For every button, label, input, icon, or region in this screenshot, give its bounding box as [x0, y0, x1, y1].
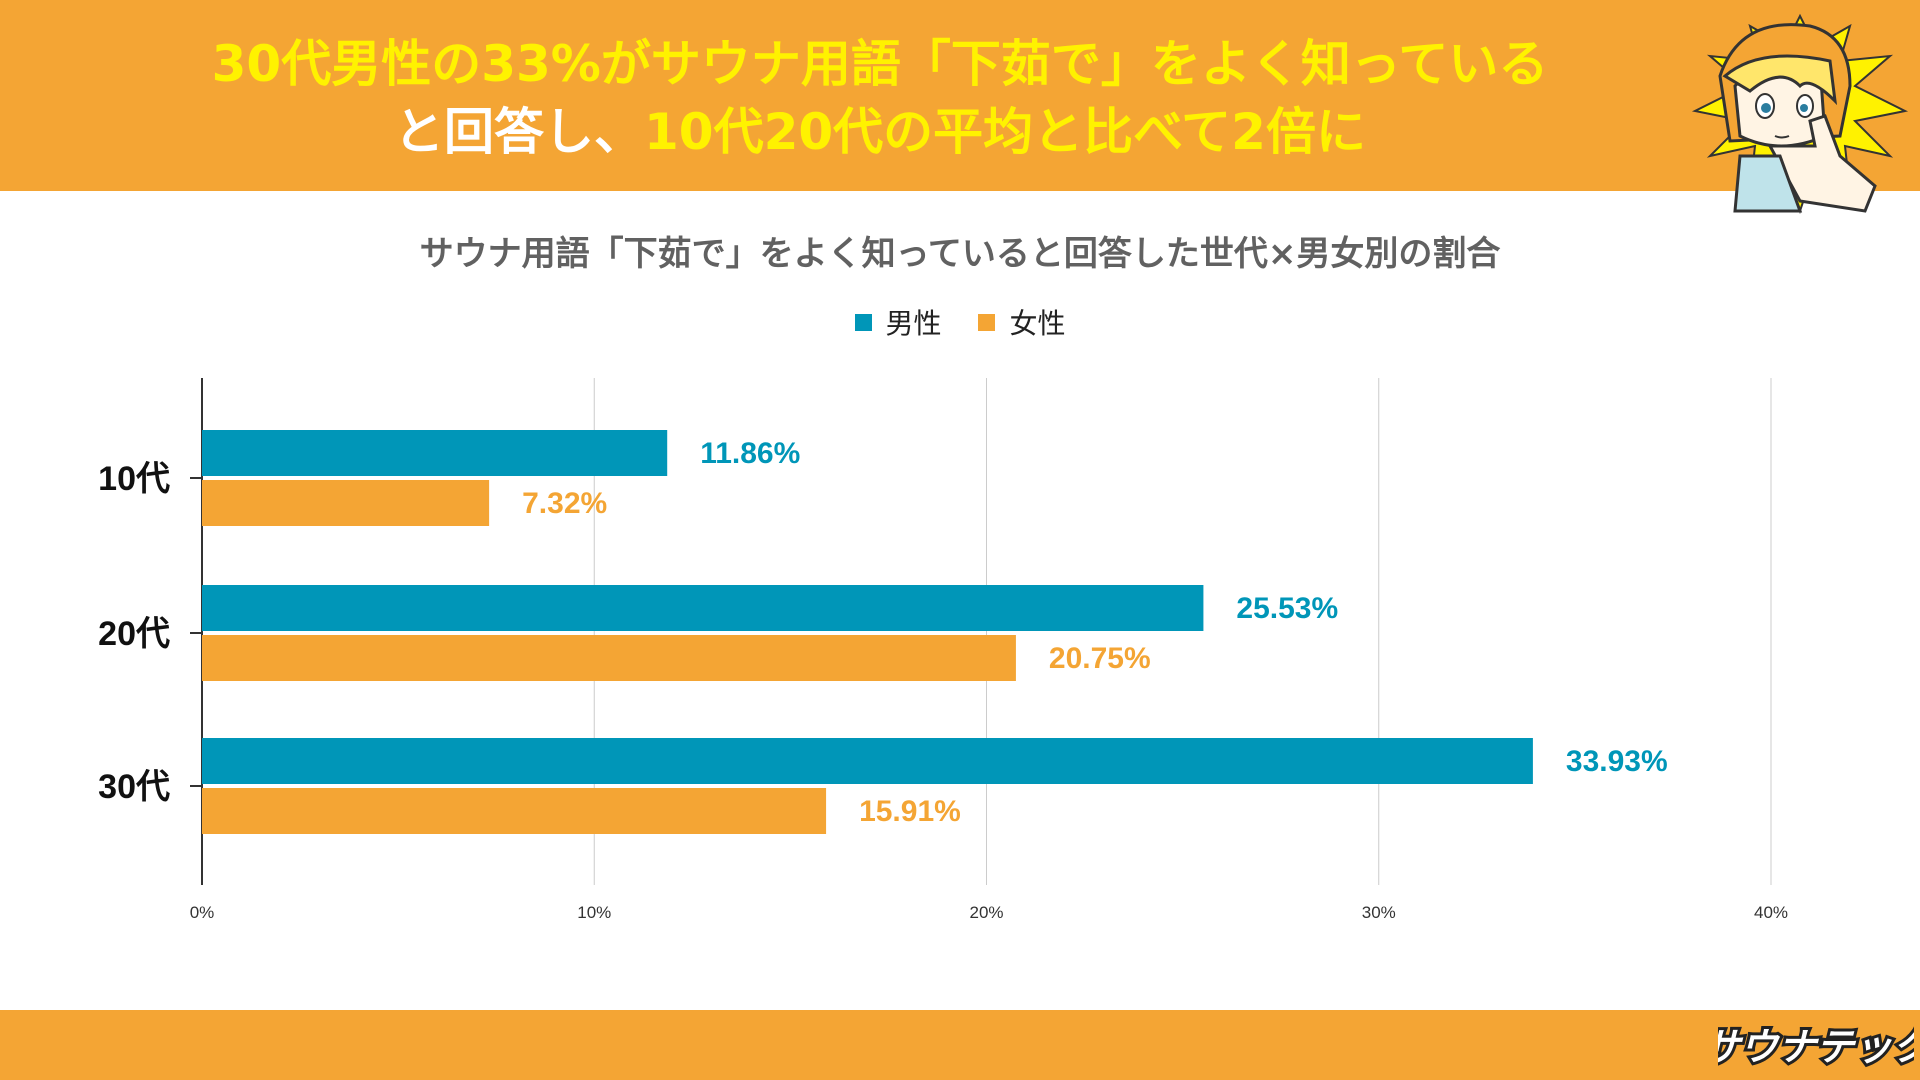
- x-tick-label: 30%: [1362, 903, 1396, 922]
- bar-male: [202, 738, 1533, 784]
- bar-female: [202, 480, 490, 526]
- legend-item-female: 女性: [978, 302, 1065, 342]
- y-tick-label: 20代: [98, 615, 170, 653]
- headline-line-2-white: と回答し、: [394, 103, 645, 161]
- legend-item-male: 男性: [854, 302, 942, 342]
- mascot-pointing-icon: [1691, 13, 1909, 215]
- legend-swatch-male: [854, 313, 872, 331]
- headline: 30代男性の33%がサウナ用語「下茹で」をよく知っている と回答し、10代20代…: [100, 30, 1660, 166]
- x-tick-label: 10%: [577, 903, 611, 922]
- y-tick-label: 10代: [98, 460, 170, 498]
- bar-male: [202, 430, 668, 476]
- bar-female: [202, 788, 827, 834]
- data-label-male: 33.93%: [1566, 745, 1668, 778]
- bar-female: [202, 635, 1016, 681]
- bar-male: [202, 585, 1204, 631]
- chart-legend: 男性 女性: [0, 302, 1920, 342]
- data-label-male: 25.53%: [1236, 592, 1338, 625]
- x-tick-label: 20%: [969, 903, 1003, 922]
- data-label-female: 20.75%: [1049, 642, 1151, 675]
- bar-chart: 0% 10% 20% 30% 40% 10代 11.86% 7.32% 20代 25.53% 20.…: [98, 378, 1788, 922]
- x-tick-label: 40%: [1754, 903, 1788, 922]
- data-label-female: 15.91%: [859, 795, 961, 828]
- logo-text: サウナテック: [1718, 1027, 1914, 1069]
- sauna-tech-logo-icon: サウナテック: [1718, 1024, 1914, 1072]
- chart-title: サウナ用語「下茹で」をよく知っていると回答した世代×男女別の割合: [419, 234, 1501, 274]
- headline-line-2-yellow: 10代20代の平均と比べて2倍に: [644, 103, 1366, 161]
- data-label-male: 11.86%: [700, 437, 800, 470]
- legend-swatch-female: [978, 313, 996, 331]
- legend-label-male: 男性: [885, 307, 942, 340]
- legend-label-female: 女性: [1009, 307, 1066, 340]
- y-tick-label: 30代: [98, 768, 170, 806]
- footer-bar: [0, 1010, 1920, 1080]
- data-label-female: 7.32%: [522, 487, 607, 520]
- header-banner: 30代男性の33%がサウナ用語「下茹で」をよく知っている と回答し、10代20代…: [0, 0, 1920, 191]
- headline-line-2: と回答し、10代20代の平均と比べて2倍に: [100, 98, 1660, 166]
- headline-line-1: 30代男性の33%がサウナ用語「下茹で」をよく知っている: [211, 35, 1549, 93]
- x-tick-label: 0%: [190, 903, 215, 922]
